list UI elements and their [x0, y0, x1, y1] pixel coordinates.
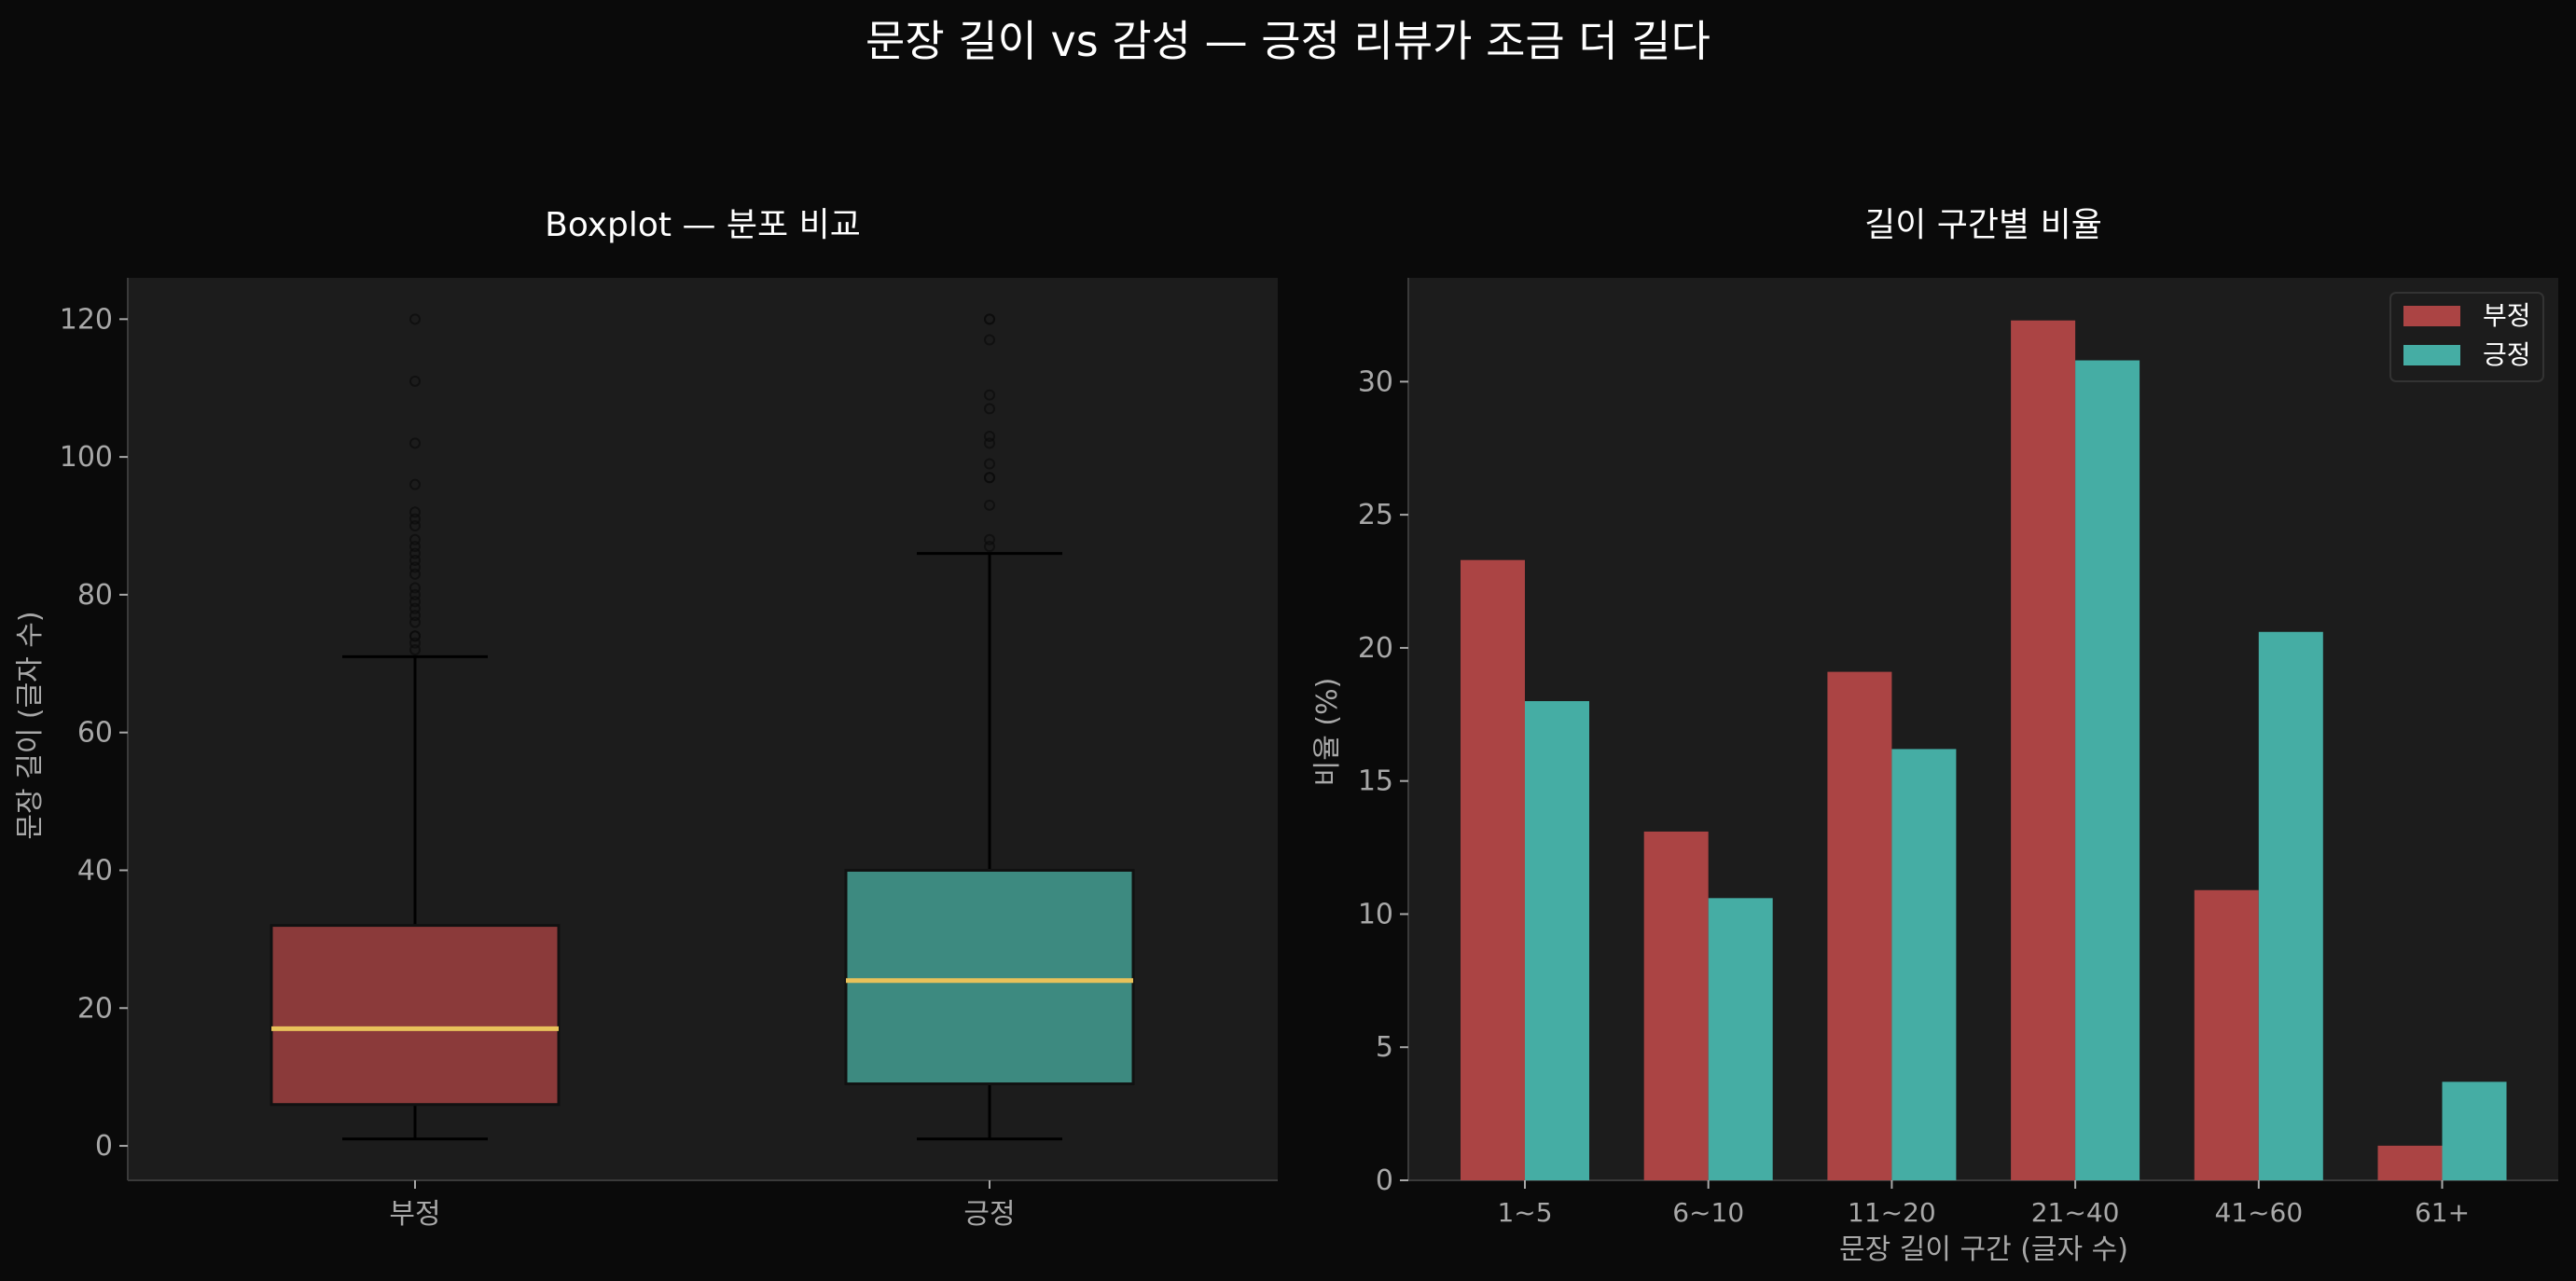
outlier-point [984, 430, 995, 442]
bar-negative [2194, 889, 2259, 1180]
y-tick-label: 120 [60, 303, 113, 336]
y-tick-label: 0 [1376, 1164, 1393, 1197]
barchart-legend: 부정 긍정 [2389, 292, 2544, 382]
bar-positive [1708, 898, 1773, 1180]
boxplot-y-ticks: 0 20 40 60 80 100 120 [60, 303, 128, 1163]
bar-negative [2011, 320, 2076, 1180]
barchart-axes: 0 5 10 15 20 25 30 1~5 6~10 11~20 21~40 41~60 61+ 문… [1311, 278, 2558, 1266]
box-negative [270, 313, 561, 1141]
outlier-point [409, 644, 421, 656]
bar-positive [1891, 749, 1957, 1180]
x-tick-label: 부정 [389, 1198, 440, 1231]
barchart-x-axis-label: 문장 길이 구간 (글자 수) [1839, 1233, 2128, 1266]
boxplot-axes: 0 20 40 60 80 100 120 부정 긍정 문장 길이 (글자 수) [14, 278, 1278, 1231]
outlier-point [409, 375, 421, 387]
barchart-plot-area [1408, 278, 2558, 1180]
outlier-point [409, 582, 421, 594]
boxplot-y-axis-label: 문장 길이 (글자 수) [14, 611, 47, 839]
y-tick-label: 40 [77, 854, 113, 887]
barchart-y-axis-label: 비율 (%) [1311, 678, 1344, 787]
outlier-point [984, 541, 995, 553]
iqr-box [270, 924, 561, 1107]
bar-negative [2377, 1145, 2443, 1180]
outlier-point [984, 389, 995, 401]
bar-positive [2258, 631, 2323, 1180]
x-tick-label: 6~10 [1672, 1197, 1744, 1228]
x-tick-label: 21~40 [2031, 1197, 2120, 1228]
y-tick-label: 15 [1358, 765, 1393, 798]
barchart-y-ticks: 0 5 10 15 20 25 30 [1358, 365, 1408, 1197]
y-tick-label: 20 [77, 992, 113, 1025]
boxplot-boxes [270, 313, 1135, 1141]
outlier-point [409, 478, 421, 490]
y-tick-label: 20 [1358, 632, 1393, 665]
legend-label-positive: 긍정 [2483, 339, 2531, 370]
outlier-point [409, 547, 421, 559]
outlier-point [984, 313, 995, 325]
outlier-point [409, 513, 421, 525]
outlier-point [409, 588, 421, 600]
outlier-point [409, 520, 421, 532]
x-tick-label: 긍정 [963, 1198, 1015, 1231]
outlier-point [409, 610, 421, 622]
outlier-point [409, 561, 421, 573]
barchart-x-ticks: 1~5 6~10 11~20 21~40 41~60 61+ [1497, 1180, 2470, 1228]
bar-positive [2442, 1081, 2507, 1180]
bar-positive [1525, 701, 1589, 1180]
outlier-point [409, 568, 421, 580]
y-tick-label: 0 [95, 1130, 113, 1163]
outlier-point [409, 630, 421, 642]
figure-title: 문장 길이 vs 감성 — 긍정 리뷰가 조금 더 길다 [866, 16, 1710, 66]
legend-label-negative: 부정 [2483, 300, 2531, 331]
bar-negative [1461, 559, 1525, 1180]
outlier-point [984, 437, 995, 449]
outlier-point [409, 602, 421, 614]
bar-positive [2075, 360, 2140, 1180]
bar-negative [1643, 831, 1709, 1180]
outlier-point [984, 472, 995, 484]
outlier-point [409, 596, 421, 608]
x-tick-label: 11~20 [1848, 1197, 1936, 1228]
barchart-bars [1461, 320, 2507, 1180]
outlier-point [984, 458, 995, 470]
outlier-point [409, 554, 421, 566]
y-tick-label: 80 [77, 579, 113, 612]
outlier-point [984, 334, 995, 346]
y-tick-label: 25 [1358, 499, 1393, 531]
iqr-box [844, 868, 1135, 1086]
x-tick-label: 1~5 [1497, 1197, 1552, 1228]
outlier-point [984, 403, 995, 415]
outlier-point [409, 533, 421, 545]
y-tick-label: 30 [1358, 365, 1393, 398]
outlier-point [409, 616, 421, 628]
outlier-point [984, 533, 995, 545]
outlier-point [409, 313, 421, 325]
box-positive [844, 313, 1135, 1141]
x-tick-label: 41~60 [2214, 1197, 2303, 1228]
outlier-point [409, 637, 421, 649]
legend-swatch-positive [2403, 345, 2460, 365]
boxplot-title: Boxplot — 분포 비교 [545, 206, 861, 244]
legend-swatch-negative [2403, 306, 2460, 326]
barchart-title: 길이 구간별 비율 [1864, 206, 2102, 244]
outlier-point [984, 499, 995, 511]
outlier-point [409, 541, 421, 553]
boxplot-x-ticks: 부정 긍정 [389, 1180, 1016, 1231]
outlier-point [409, 437, 421, 449]
outlier-point [409, 506, 421, 518]
y-tick-label: 10 [1358, 898, 1393, 930]
bar-negative [1827, 671, 1892, 1180]
x-tick-label: 61+ [2415, 1197, 2470, 1228]
y-tick-label: 100 [60, 441, 113, 474]
y-tick-label: 5 [1376, 1031, 1393, 1064]
y-tick-label: 60 [77, 717, 113, 750]
